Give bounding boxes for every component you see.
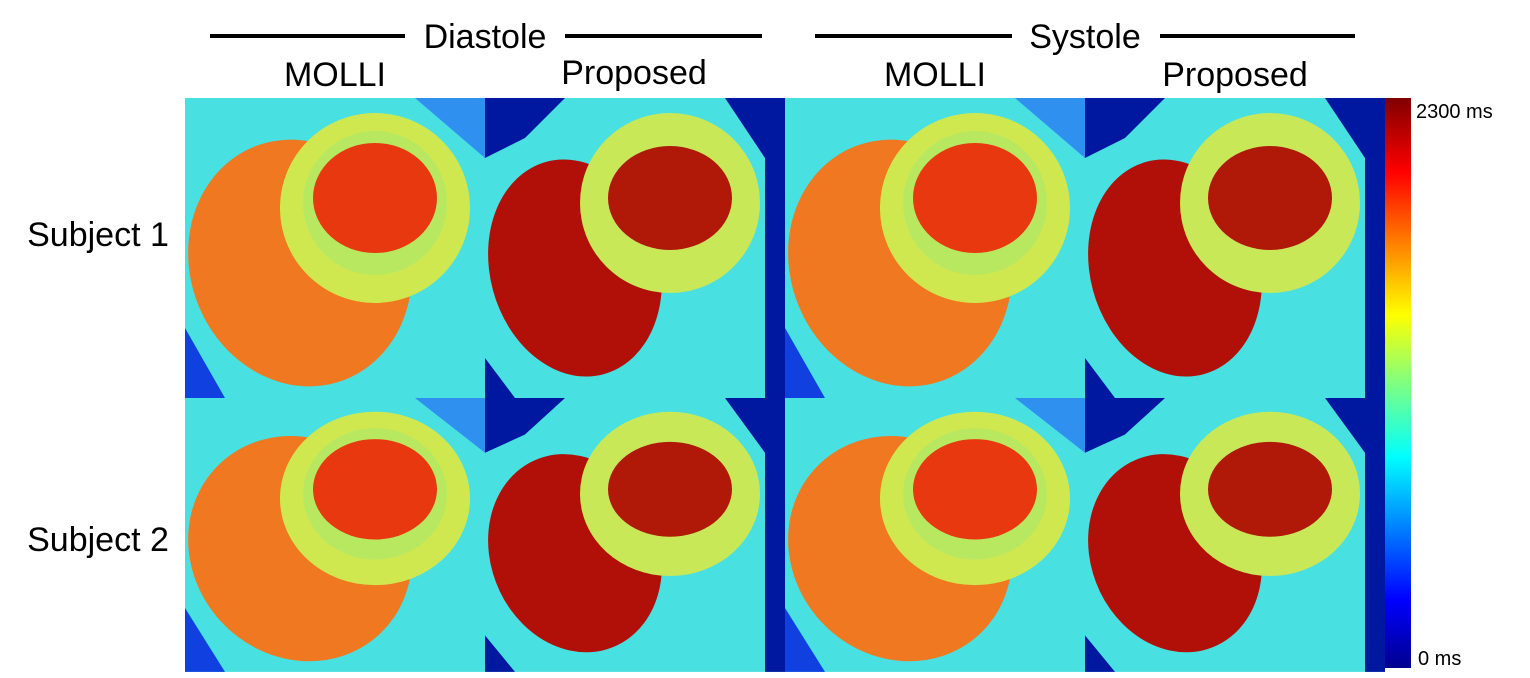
t1-map [1064, 98, 1385, 398]
row-label: Subject 2 [27, 521, 169, 559]
column-label: Proposed [561, 54, 707, 92]
colorbar [1385, 98, 1411, 668]
t1-map [753, 98, 1085, 419]
column-label: MOLLI [284, 56, 386, 94]
t1-map [1064, 398, 1385, 672]
row-label: Subject 1 [27, 216, 169, 254]
t1-map [464, 98, 785, 398]
column-label: MOLLI [884, 56, 986, 94]
group-label: Systole [1029, 18, 1141, 56]
t1-map [153, 398, 485, 678]
colorbar-min-label: 0 ms [1418, 648, 1461, 670]
colorbar-max-label: 2300 ms [1416, 101, 1493, 123]
column-label: Proposed [1162, 56, 1308, 94]
t1-map [153, 98, 485, 419]
group-label: Diastole [424, 18, 547, 56]
t1-map [464, 398, 785, 672]
t1-map [753, 398, 1085, 678]
